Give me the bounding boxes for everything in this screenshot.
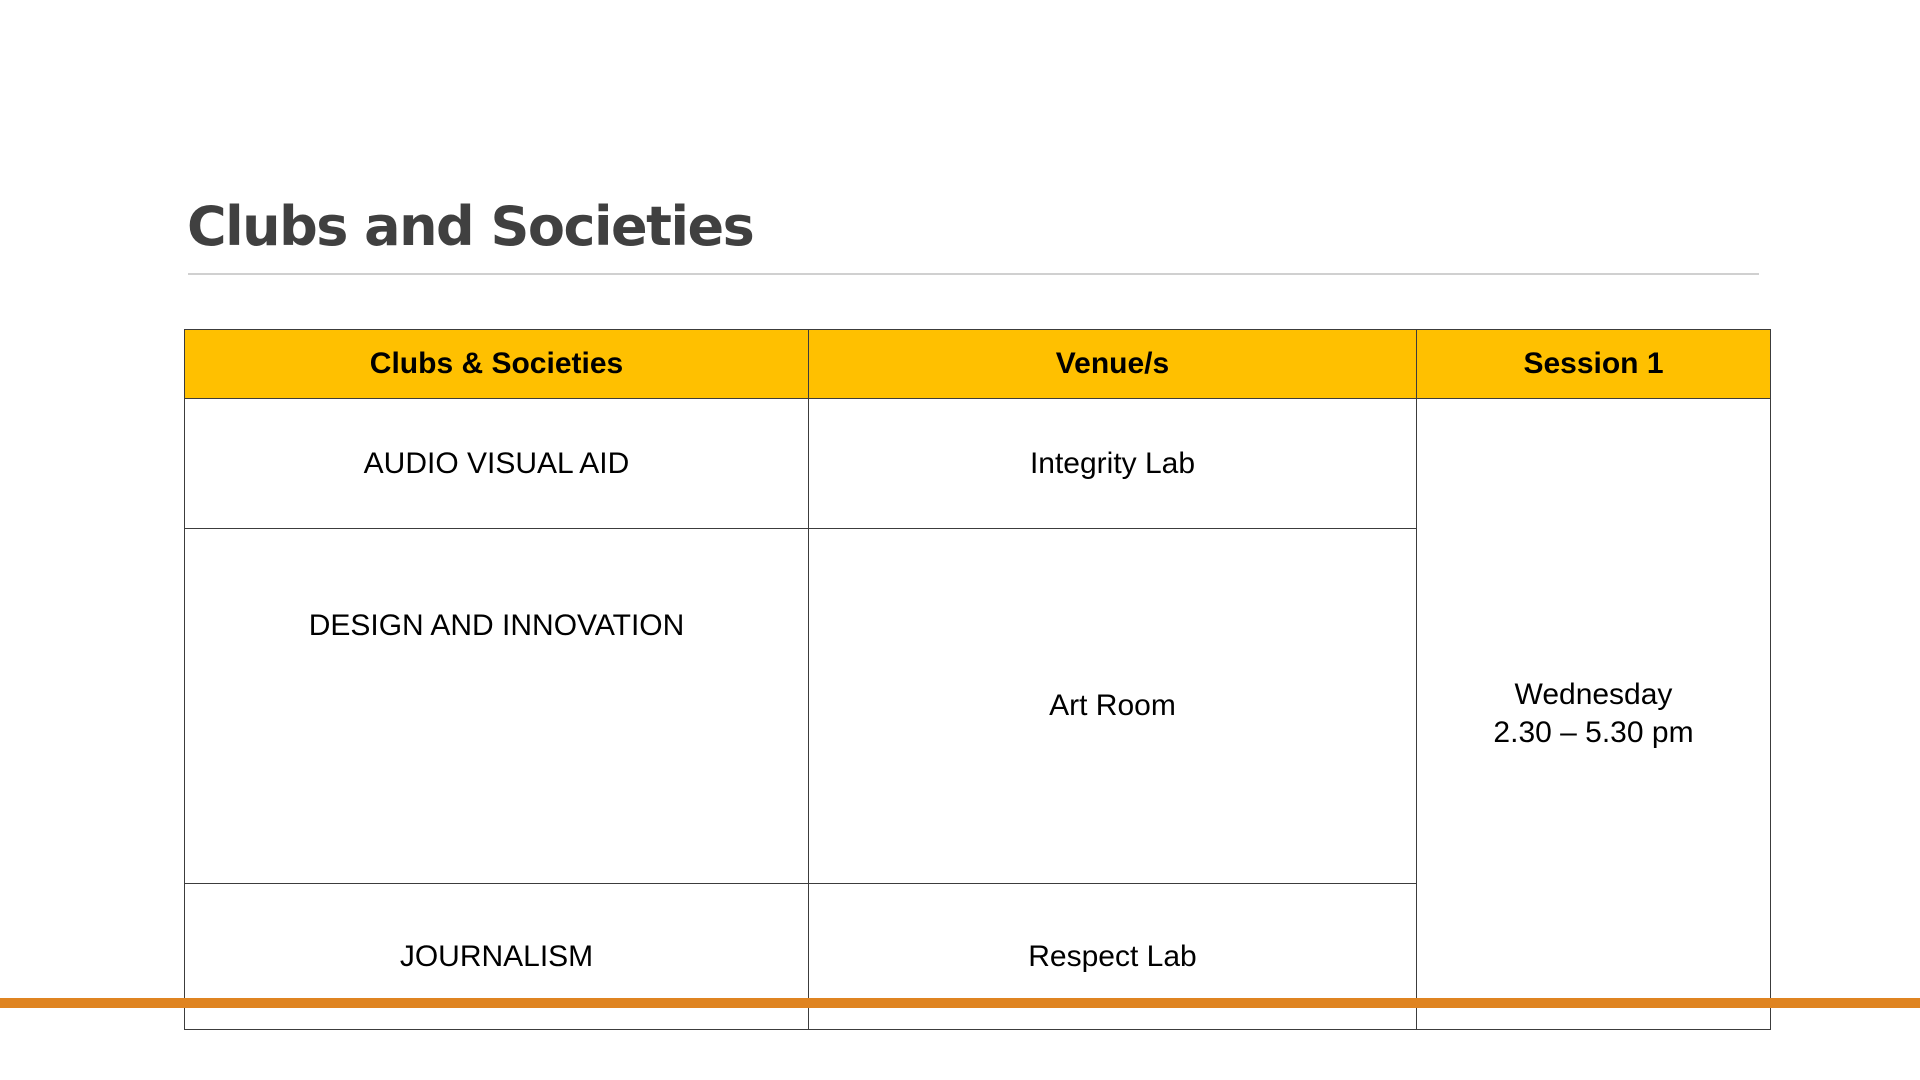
table-header-row: Clubs & Societies Venue/s Session 1 [184, 329, 1771, 399]
column-header-venue: Venue/s [808, 329, 1417, 399]
club-name-cell: DESIGN AND INNOVATION [184, 528, 809, 884]
page-title: Clubs and Societies [187, 195, 755, 258]
venue-cell: Integrity Lab [808, 398, 1417, 529]
title-divider [188, 273, 1759, 275]
table-row: AUDIO VISUAL AID Integrity Lab Wednesday… [184, 398, 1771, 1030]
footer-accent-bar [0, 998, 1920, 1008]
session-time: 2.30 – 5.30 pm [1493, 716, 1694, 749]
clubs-schedule-table: Clubs & Societies Venue/s Session 1 AUDI… [184, 329, 1771, 1030]
venue-cell: Art Room [808, 528, 1417, 884]
column-header-session: Session 1 [1416, 329, 1771, 399]
column-header-clubs: Clubs & Societies [184, 329, 809, 399]
session-cell: Wednesday 2.30 – 5.30 pm [1416, 398, 1771, 1030]
club-name-cell: AUDIO VISUAL AID [184, 398, 809, 529]
table-row: DESIGN AND INNOVATION Art Room [184, 528, 1771, 884]
session-day: Wednesday [1514, 678, 1673, 711]
